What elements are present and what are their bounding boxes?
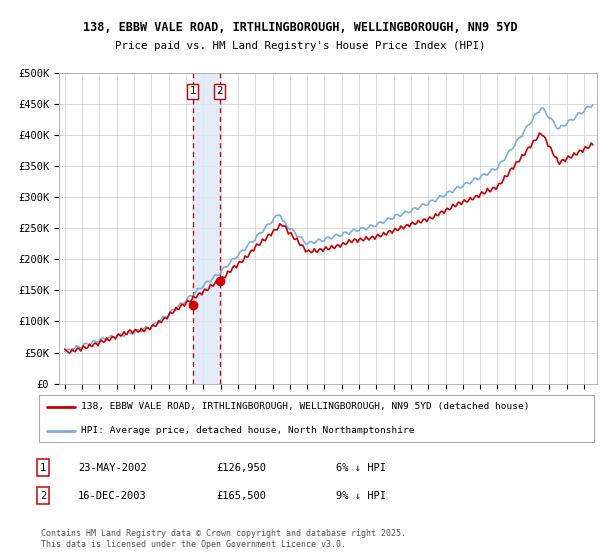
Text: Price paid vs. HM Land Registry's House Price Index (HPI): Price paid vs. HM Land Registry's House … [115,41,485,52]
Text: 1: 1 [40,463,46,473]
Text: 2: 2 [217,86,223,96]
Text: 6% ↓ HPI: 6% ↓ HPI [336,463,386,473]
Text: 9% ↓ HPI: 9% ↓ HPI [336,491,386,501]
Text: 138, EBBW VALE ROAD, IRTHLINGBOROUGH, WELLINGBOROUGH, NN9 5YD: 138, EBBW VALE ROAD, IRTHLINGBOROUGH, WE… [83,21,517,34]
Text: Contains HM Land Registry data © Crown copyright and database right 2025.
This d: Contains HM Land Registry data © Crown c… [41,529,406,549]
Text: 1: 1 [190,86,196,96]
Text: £165,500: £165,500 [216,491,266,501]
Text: 138, EBBW VALE ROAD, IRTHLINGBOROUGH, WELLINGBOROUGH, NN9 5YD (detached house): 138, EBBW VALE ROAD, IRTHLINGBOROUGH, WE… [80,402,529,411]
Text: £126,950: £126,950 [216,463,266,473]
Text: 16-DEC-2003: 16-DEC-2003 [78,491,147,501]
Text: 2: 2 [40,491,46,501]
Text: 23-MAY-2002: 23-MAY-2002 [78,463,147,473]
Bar [193,73,220,384]
Text: HPI: Average price, detached house, North Northamptonshire: HPI: Average price, detached house, Nort… [80,426,414,435]
